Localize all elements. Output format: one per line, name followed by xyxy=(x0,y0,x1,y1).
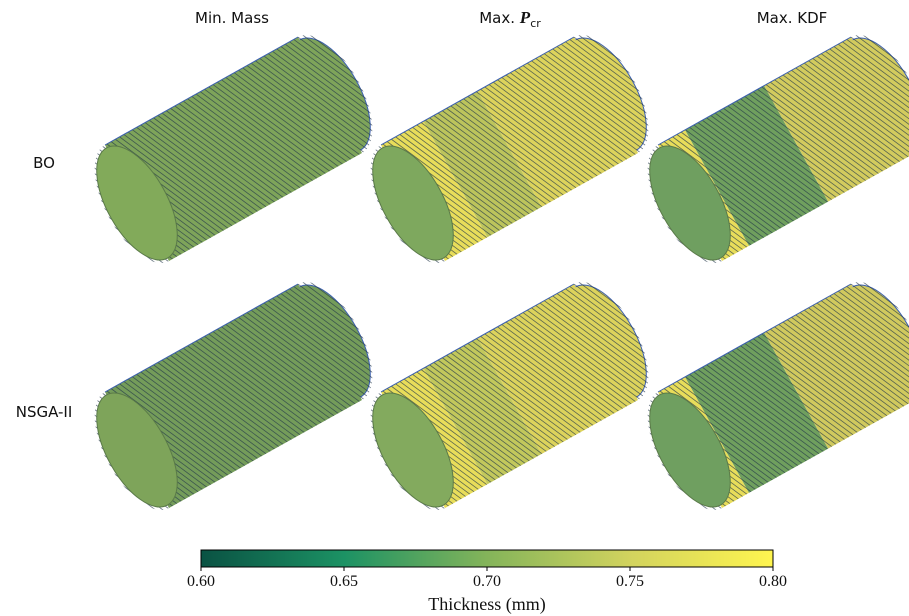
stiffener xyxy=(619,251,747,346)
stiffener xyxy=(352,0,480,95)
stiffener xyxy=(347,249,475,344)
colorbar-scale xyxy=(201,550,773,567)
column-header: Min. Mass xyxy=(195,9,269,27)
stiffener xyxy=(360,0,488,90)
stiffener xyxy=(623,2,751,97)
stiffener xyxy=(356,0,484,92)
header-symbol: P xyxy=(519,8,531,27)
stiffener xyxy=(364,0,492,88)
tick-label: 0.65 xyxy=(330,573,358,590)
stiffener xyxy=(636,0,764,90)
stiffener xyxy=(628,0,756,95)
header-text: Max. xyxy=(479,9,515,27)
column-header: Max. Pcr xyxy=(479,8,541,30)
colorbar: 0.60 0.65 0.70 0.75 0.80 xyxy=(187,550,787,590)
colorbar-label: Thickness (mm) xyxy=(428,594,545,615)
stiffener xyxy=(632,0,760,92)
stiffener xyxy=(356,244,484,339)
tick-label: 0.75 xyxy=(616,573,644,590)
header-subscript: cr xyxy=(530,17,541,30)
column-header: Max. KDF xyxy=(757,9,828,27)
stiffener xyxy=(619,4,747,99)
row-label: NSGA-II xyxy=(16,403,73,421)
stiffener xyxy=(347,2,475,97)
cylinders xyxy=(25,0,909,525)
stiffener xyxy=(628,246,756,341)
stiffener xyxy=(623,249,751,344)
stiffener xyxy=(369,0,497,85)
tick-label: 0.60 xyxy=(187,573,215,590)
stiffener xyxy=(640,0,768,88)
tick-label: 0.70 xyxy=(473,573,501,590)
stiffener xyxy=(632,244,760,339)
stiffener xyxy=(343,251,471,346)
stiffener xyxy=(343,4,471,99)
row-label: BO xyxy=(33,154,55,172)
figure: Min. Mass Max. Pcr Max. KDF BO NSGA-II 0… xyxy=(0,0,909,616)
stiffener xyxy=(352,246,480,341)
tick-label: 0.80 xyxy=(759,573,787,590)
stiffener xyxy=(645,0,773,85)
